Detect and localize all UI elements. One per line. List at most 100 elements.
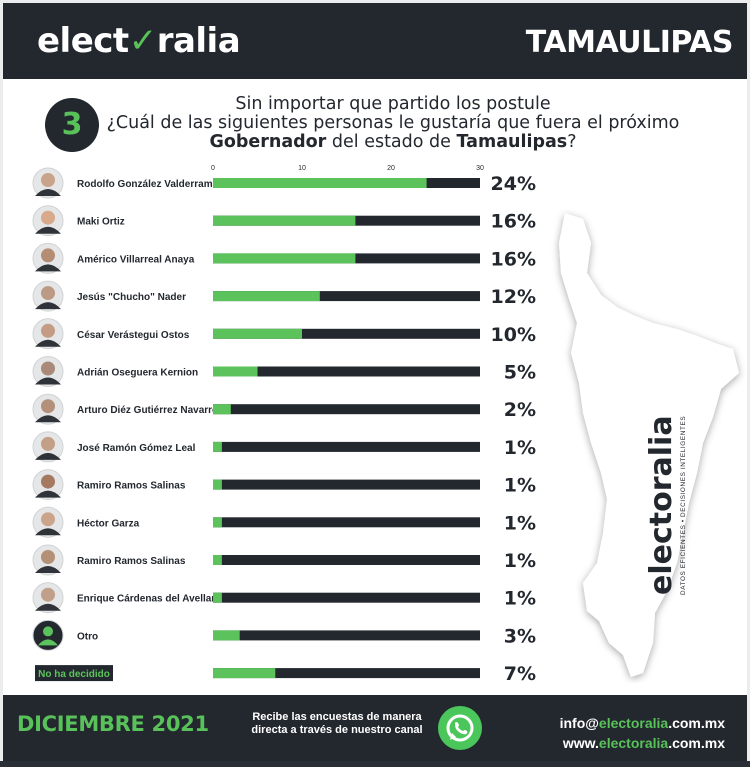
question-text: Sin importar que partido los postule ¿Cu… — [103, 95, 683, 152]
bar-chart: 0 10 20 30 Rodolfo González Valderrama 24% Mak… — [32, 165, 536, 685]
avatar-suit — [35, 264, 61, 272]
bar-value — [213, 404, 231, 415]
bar-track — [213, 328, 480, 339]
data-label: 1% — [504, 475, 536, 497]
bar-track — [213, 668, 480, 679]
data-label: 16% — [491, 211, 536, 233]
data-label: 12% — [491, 286, 536, 308]
category-label: No ha decidido — [38, 669, 110, 680]
category-label: Adrián Oseguera Kernion — [77, 368, 198, 379]
data-label: 1% — [504, 437, 536, 459]
x-tick-label: 20 — [387, 165, 395, 172]
bar-track — [213, 555, 480, 565]
bar-track — [213, 517, 480, 528]
footer-email[interactable]: info@electoralia.com.mx — [559, 715, 725, 731]
bar-track — [213, 479, 480, 490]
data-label: 5% — [504, 362, 536, 384]
question-line-1: Sin importar que partido los postule — [235, 94, 551, 114]
avatar-suit — [35, 377, 61, 385]
avatar-face — [41, 286, 55, 301]
avatar-face — [41, 474, 55, 489]
avatar-face — [41, 587, 55, 602]
avatar-suit — [35, 603, 61, 611]
bar-value — [213, 328, 302, 339]
brand-logo: elect✓ralia — [37, 21, 241, 61]
question-number-badge: 3 — [45, 98, 99, 152]
avatar-face — [41, 323, 55, 338]
x-tick-label: 30 — [476, 165, 484, 172]
avatar-face — [41, 173, 55, 187]
bar-value — [213, 630, 240, 641]
footer-date: DICIEMBRE 2021 — [17, 712, 209, 736]
bar-value — [213, 668, 276, 679]
bar-value — [213, 291, 320, 302]
bottom-strip — [0, 761, 750, 767]
bar-track — [213, 404, 480, 415]
category-label: Jesús "Chucho" Nader — [77, 292, 186, 303]
data-label: 1% — [504, 512, 536, 534]
avatar-suit — [35, 226, 61, 234]
map-brand-name: electoralia — [644, 415, 679, 595]
map-shape — [559, 213, 739, 677]
category-label: Héctor Garza — [77, 518, 140, 529]
category-label: Américo Villarreal Anaya — [77, 254, 195, 265]
bar-value — [213, 592, 222, 603]
avatar-suit — [35, 566, 61, 573]
bar-track — [213, 291, 480, 302]
question-line-2: ¿Cuál de las siguientes personas le gust… — [106, 113, 680, 133]
data-label: 7% — [504, 663, 536, 685]
footer-message-line-2: directa a través de nuestro canal — [251, 724, 423, 736]
category-label: César Verástegui Ostos — [77, 330, 190, 341]
category-label: Rodolfo González Valderrama — [77, 179, 219, 190]
avatar-suit — [35, 302, 61, 310]
bar-value — [213, 366, 258, 377]
x-tick-label: 10 — [298, 165, 306, 172]
whatsapp-icon[interactable] — [438, 706, 482, 750]
header-bar: elect✓ralia TAMAULIPAS — [3, 3, 747, 79]
data-label: 1% — [504, 588, 536, 610]
bar-value — [213, 253, 356, 264]
bar-value — [213, 479, 222, 490]
state-title: TAMAULIPAS — [525, 25, 734, 60]
category-label: Ramiro Ramos Salinas — [77, 481, 186, 492]
undecided-tag — [35, 665, 113, 682]
avatar-face — [41, 512, 55, 527]
category-label: Otro — [77, 631, 98, 642]
avatar-face — [41, 248, 55, 263]
avatar-suit — [35, 339, 61, 347]
bar-value — [213, 178, 427, 188]
data-label: 16% — [491, 248, 536, 270]
data-label: 24% — [491, 173, 536, 195]
bar-value — [213, 555, 222, 565]
bar-track — [213, 441, 480, 452]
bar-value — [213, 441, 222, 452]
avatar-suit — [35, 189, 61, 196]
infographic-card: elect✓ralia TAMAULIPAS 3 Sin importar qu… — [3, 3, 747, 761]
avatar-suit — [35, 528, 61, 536]
bar-value — [213, 215, 356, 226]
person-icon-head — [43, 626, 53, 637]
data-label: 2% — [504, 399, 536, 421]
avatar-face — [41, 361, 55, 376]
map-brand-tagline: DATOS EFICIENTES • DECISIONES INTELIGENT… — [680, 416, 687, 595]
avatar-face — [41, 436, 55, 451]
data-label: 3% — [504, 625, 536, 647]
avatar-suit — [35, 490, 61, 498]
bar-track — [213, 366, 480, 377]
avatar-face — [41, 550, 55, 564]
avatar-face — [41, 399, 55, 414]
data-label: 1% — [504, 550, 536, 572]
category-label: Maki Ortiz — [77, 217, 125, 228]
category-label: Enrique Cárdenas del Avellano — [77, 594, 224, 605]
footer-message: Recibe las encuestas de manera directa a… — [237, 711, 437, 737]
footer-bar: DICIEMBRE 2021 Recibe las encuestas de m… — [3, 695, 747, 761]
avatar-suit — [35, 415, 61, 423]
avatar-face — [41, 210, 55, 225]
data-label: 10% — [491, 324, 536, 346]
footer-website[interactable]: www.electoralia.com.mx — [562, 735, 725, 751]
bar-value — [213, 517, 222, 528]
bar-track — [213, 630, 480, 641]
bar-track — [213, 592, 480, 603]
x-tick-label: 0 — [211, 165, 215, 172]
question-line-3: Gobernador del estado de Tamaulipas? — [209, 132, 577, 152]
